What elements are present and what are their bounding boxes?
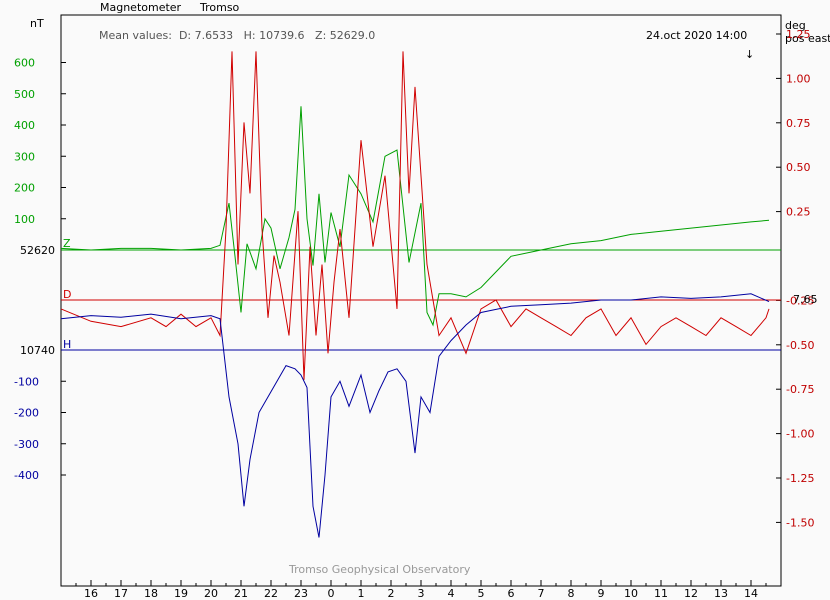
x-tick-label: 8 xyxy=(568,587,575,600)
x-tick-label: 14 xyxy=(744,587,758,600)
right-tick-label: 0.75 xyxy=(786,117,811,130)
right-tick-label: -1.50 xyxy=(786,516,814,529)
left-tick-label-green: 200 xyxy=(14,182,35,195)
series-lines xyxy=(60,51,770,538)
right-tick-label: 1.00 xyxy=(786,72,811,85)
series-label-z: Z xyxy=(63,237,71,250)
x-tick-label: 3 xyxy=(418,587,425,600)
mean-values: Mean values: D: 7.6533 H: 10739.6 Z: 526… xyxy=(99,29,375,42)
right-unit-deg: deg xyxy=(785,19,806,32)
x-tick-label: 5 xyxy=(478,587,485,600)
x-tick-label: 2 xyxy=(388,587,395,600)
x-tick-label: 0 xyxy=(328,587,335,600)
time-arrow-icon: ↓ xyxy=(745,48,754,61)
series-line-d xyxy=(60,51,770,380)
x-tick-label: 13 xyxy=(714,587,728,600)
left-tick-label-green: 300 xyxy=(14,150,35,163)
right-axis: 1.25 1.00 0.75 0.50 0.25 -0.25 -0.50 -0.75 -1.00… xyxy=(776,28,814,529)
x-tick-label: 1 xyxy=(358,587,365,600)
x-tick-label: 10 xyxy=(624,587,638,600)
x-tick-label: 17 xyxy=(114,587,128,600)
x-tick-label: 21 xyxy=(234,587,248,600)
right-tick-label: 0.50 xyxy=(786,161,811,174)
left-tick-label-blue: -200 xyxy=(14,407,39,420)
left-tick-label-green: 600 xyxy=(14,57,35,70)
x-tick-label: 12 xyxy=(684,587,698,600)
x-tick-label: 19 xyxy=(174,587,188,600)
x-tick-label: 6 xyxy=(508,587,515,600)
left-tick-label-blue: -300 xyxy=(14,438,39,451)
right-tick-label: 1.25 xyxy=(786,28,811,41)
x-tick-label: 16 xyxy=(84,587,98,600)
left-axis: 600 500 400 300 200 100 -100 -200 -300 -400 xyxy=(14,57,66,482)
x-tick-label: 7 xyxy=(538,587,545,600)
x-axis: 16 17 18 19 20 21 22 23 0 1 2 3 4 5 6 7 8 9 10 11 12 13 14 xyxy=(75,580,767,600)
baselines: Z D H 52620 10740 7.65 xyxy=(20,237,818,357)
date-label: 24.oct 2020 14:00 xyxy=(646,29,747,42)
x-tick-label: 22 xyxy=(264,587,278,600)
station-name: Tromso xyxy=(199,1,240,14)
series-line-z xyxy=(60,106,770,327)
right-tick-label: -0.25 xyxy=(786,294,814,307)
x-tick-label: 18 xyxy=(144,587,158,600)
right-unit-pos-east: pos east xyxy=(785,32,830,45)
right-tick-label: -0.75 xyxy=(786,383,814,396)
baseline-h-value: 10740 xyxy=(20,344,55,357)
right-tick-label: -1.00 xyxy=(786,428,814,441)
right-tick-label: -0.50 xyxy=(786,339,814,352)
left-tick-label-green: 100 xyxy=(14,213,35,226)
left-unit: nT xyxy=(30,17,44,30)
left-tick-label-blue: -100 xyxy=(14,375,39,388)
x-tick-label: 20 xyxy=(204,587,218,600)
series-label-d: D xyxy=(63,288,71,301)
chart-title: Magnetometer xyxy=(100,1,182,14)
right-tick-label: 0.25 xyxy=(786,206,811,219)
series-line-h xyxy=(60,293,770,538)
left-tick-label-blue: -400 xyxy=(14,469,39,482)
x-tick-label: 4 xyxy=(448,587,455,600)
watermark: Tromso Geophysical Observatory xyxy=(288,563,471,576)
left-tick-label-green: 500 xyxy=(14,88,35,101)
x-tick-label: 23 xyxy=(294,587,308,600)
left-tick-label-green: 400 xyxy=(14,119,35,132)
series-label-h: H xyxy=(63,338,71,351)
right-tick-label: -1.25 xyxy=(786,472,814,485)
x-tick-label: 11 xyxy=(654,587,668,600)
baseline-z-value: 52620 xyxy=(20,244,55,257)
baseline-d-value: 7.65 xyxy=(793,293,818,306)
x-tick-label: 9 xyxy=(598,587,605,600)
